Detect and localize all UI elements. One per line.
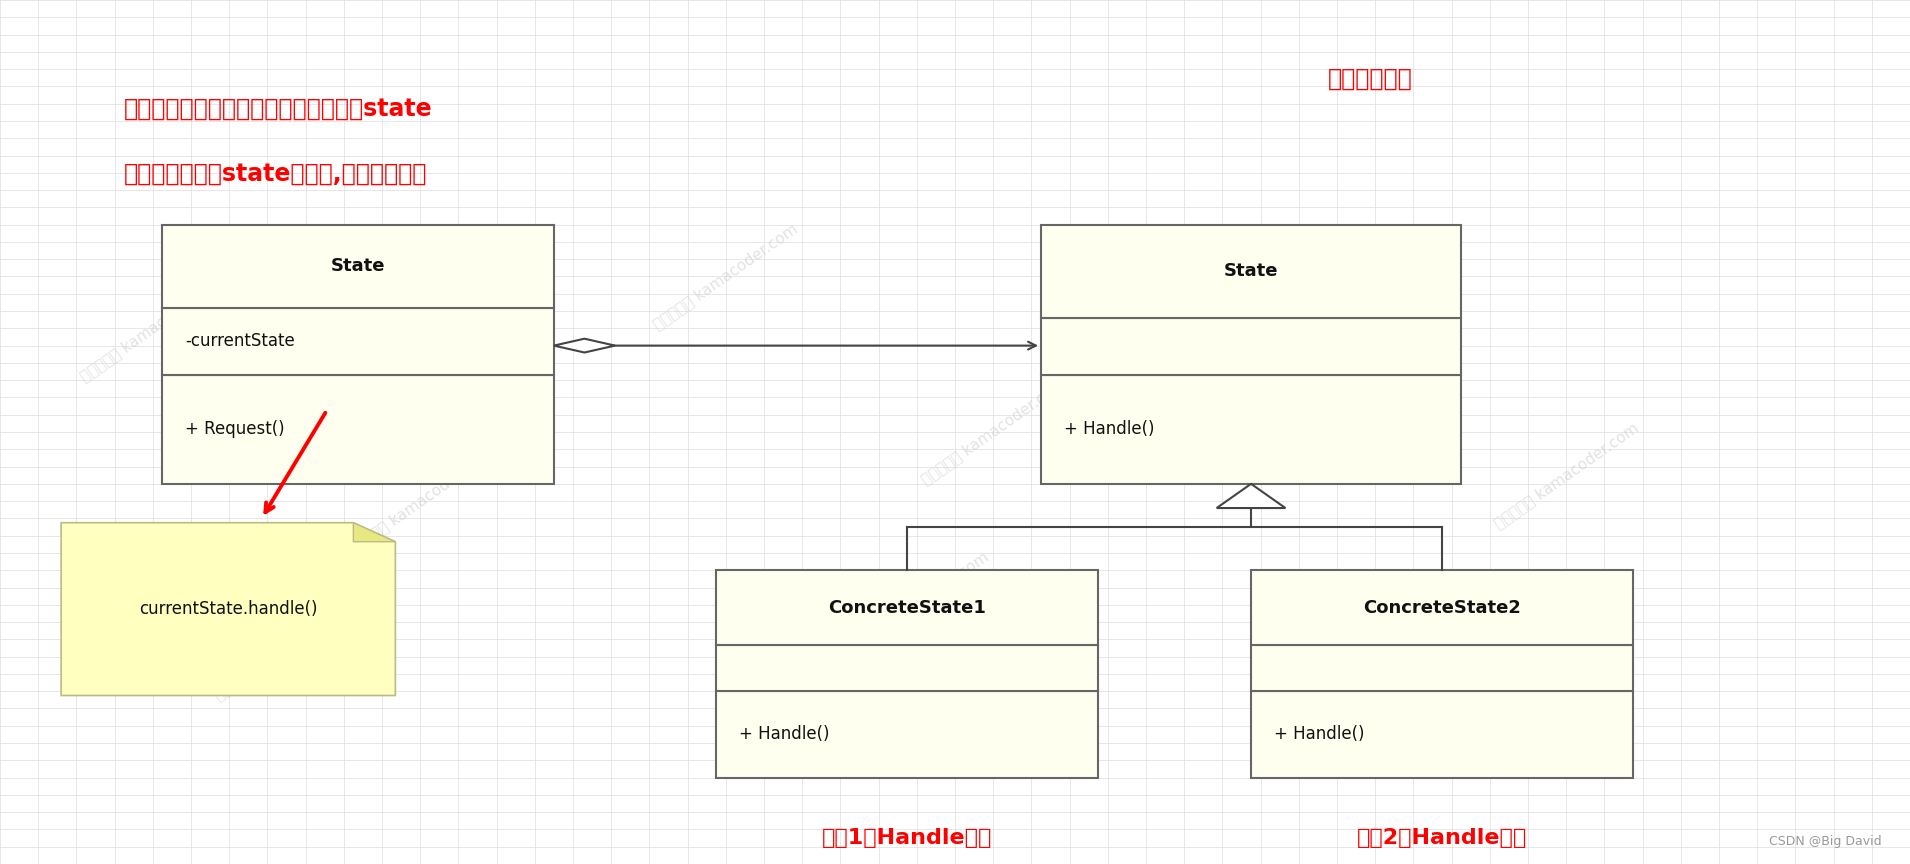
Polygon shape [61, 523, 395, 696]
Text: ConcreteState2: ConcreteState2 [1364, 599, 1520, 617]
Text: 维护一个状态实例，在不同情况下更改state: 维护一个状态实例，在不同情况下更改state [124, 97, 434, 121]
FancyBboxPatch shape [1041, 225, 1461, 318]
Text: + Request(): + Request() [185, 421, 285, 438]
Text: 「卡码网」 kamacoder.com: 「卡码网」 kamacoder.com [1301, 567, 1450, 677]
FancyBboxPatch shape [162, 375, 554, 484]
FancyBboxPatch shape [1251, 570, 1633, 645]
FancyBboxPatch shape [1251, 690, 1633, 778]
FancyBboxPatch shape [162, 225, 554, 308]
Text: 「卡码网」 kamacoder.com: 「卡码网」 kamacoder.com [346, 446, 495, 556]
Polygon shape [1217, 484, 1285, 508]
Text: currentState.handle(): currentState.handle() [139, 600, 317, 618]
Text: 状态2的Handle方法: 状态2的Handle方法 [1356, 828, 1528, 848]
Text: CSDN @Big David: CSDN @Big David [1769, 835, 1881, 848]
Text: 调用具体状态的state的方法,从而更改行为: 调用具体状态的state的方法,从而更改行为 [124, 162, 428, 186]
Text: 状态1的Handle方法: 状态1的Handle方法 [821, 828, 993, 848]
Polygon shape [554, 339, 615, 353]
Polygon shape [353, 523, 395, 542]
FancyBboxPatch shape [1041, 318, 1461, 375]
Text: -currentState: -currentState [185, 333, 294, 350]
Text: State: State [1224, 263, 1278, 280]
Text: + Handle(): + Handle() [1064, 421, 1154, 438]
Text: 「卡码网」 kamacoder.com: 「卡码网」 kamacoder.com [842, 550, 991, 660]
FancyBboxPatch shape [716, 690, 1098, 778]
Text: 「卡码网」 kamacoder.com: 「卡码网」 kamacoder.com [651, 221, 800, 332]
Text: 定义一个接口: 定义一个接口 [1327, 67, 1411, 91]
Text: 「卡码网」 kamacoder.com: 「卡码网」 kamacoder.com [1224, 247, 1373, 358]
Text: 「卡码网」 kamacoder.com: 「卡码网」 kamacoder.com [78, 273, 227, 384]
Text: ConcreteState1: ConcreteState1 [829, 599, 986, 617]
Text: 「卡码网」 kamacoder.com: 「卡码网」 kamacoder.com [1492, 420, 1641, 530]
FancyBboxPatch shape [1041, 375, 1461, 484]
Text: + Handle(): + Handle() [1274, 725, 1364, 743]
FancyBboxPatch shape [162, 308, 554, 375]
Text: + Handle(): + Handle() [739, 725, 829, 743]
FancyBboxPatch shape [716, 570, 1098, 645]
Text: 「卡码网」 kamacoder.com: 「卡码网」 kamacoder.com [919, 377, 1068, 487]
FancyBboxPatch shape [716, 645, 1098, 690]
FancyBboxPatch shape [1251, 645, 1633, 690]
Text: 「卡码网」 kamacoder.com: 「卡码网」 kamacoder.com [212, 593, 361, 703]
Text: State: State [330, 257, 386, 275]
